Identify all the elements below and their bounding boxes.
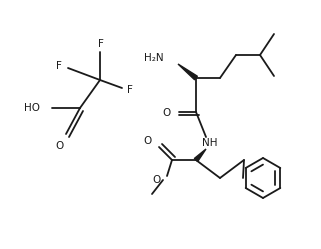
Text: F: F <box>127 85 133 95</box>
Text: O: O <box>163 108 171 118</box>
Text: F: F <box>56 61 62 71</box>
Text: O: O <box>144 136 152 146</box>
Text: O: O <box>153 175 161 185</box>
Text: F: F <box>98 39 104 49</box>
Polygon shape <box>178 64 197 80</box>
Polygon shape <box>194 149 206 162</box>
Text: NH: NH <box>202 138 218 148</box>
Text: O: O <box>55 141 63 151</box>
Text: H₂N: H₂N <box>144 53 164 63</box>
Text: HO: HO <box>24 103 40 113</box>
